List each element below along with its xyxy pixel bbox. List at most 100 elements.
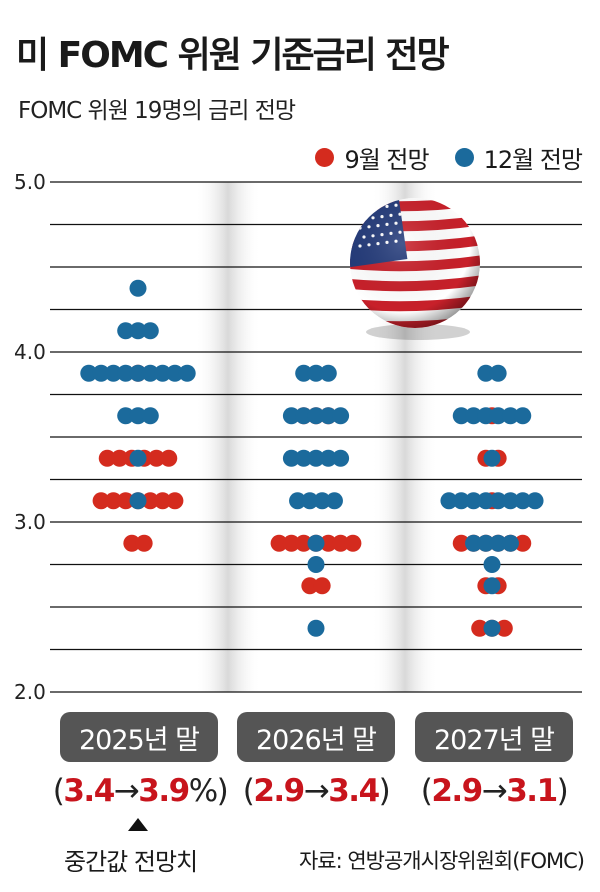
dot-plot: 5.0 4.0 3.0 2.0 (14, 170, 582, 700)
legend-dec-label: 12월 전망 (483, 146, 583, 174)
panel-label-2027: 2027년 말 (415, 712, 573, 762)
sept-projection-dot (270, 534, 288, 552)
source-credit: 자료: 연방공개시장위원회(FOMC) (298, 849, 585, 873)
arrow: → (303, 773, 330, 809)
dec-projection-dot (501, 492, 519, 510)
sept-projection-dot (332, 534, 350, 552)
dec-projection-dot (141, 364, 159, 382)
dec-projection-dot (465, 534, 483, 552)
dec-projection-dot (332, 449, 350, 467)
dec-projection-dot (117, 322, 135, 340)
panel-label-2026: 2026년 말 (237, 712, 395, 762)
sept-projection-dot (514, 534, 532, 552)
dec-projection-dot (477, 407, 495, 425)
sept-projection-dot (98, 449, 116, 467)
dec-projection-dot (129, 492, 147, 510)
dec-projection-dot (307, 449, 325, 467)
dec-projection-dot (313, 492, 331, 510)
y-tick-label: 5.0 (14, 170, 46, 194)
dec-projection-dot (141, 322, 159, 340)
dec-projection-dot (514, 407, 532, 425)
dec-projection-dot (489, 364, 507, 382)
dec-projection-dot (483, 619, 501, 637)
dec-projection-dot (514, 492, 532, 510)
sept-projection-dot (111, 449, 129, 467)
dot-markers (80, 279, 544, 637)
dec-projection-dot (483, 556, 501, 573)
median-note: 중간값 전망치 (64, 848, 198, 876)
paren-open: ( (420, 773, 433, 809)
dec-projection-dot (489, 492, 507, 510)
dec-projection-dot (104, 364, 122, 382)
sept-projection-dot (301, 577, 319, 595)
dec-projection-dot (282, 449, 300, 467)
dec-projection-dot (117, 407, 135, 425)
median-to: 3.1 (506, 773, 558, 809)
dec-projection-dot (483, 449, 501, 467)
dec-projection-dot (295, 364, 313, 382)
sept-projection-dot (471, 619, 489, 637)
gridlines (50, 181, 582, 693)
median-from: 2.9 (253, 773, 305, 809)
median-to: 3.4 (328, 773, 380, 809)
sept-projection-dot (319, 534, 337, 552)
dec-projection-dot (501, 407, 519, 425)
dec-projection-dot (332, 407, 350, 425)
dec-projection-dot (117, 364, 135, 382)
sept-projection-dot (147, 449, 165, 467)
dec-projection-dot (319, 449, 337, 467)
median-summary-2026: ( 2.9 → 3.4 ) (236, 771, 396, 811)
paren-close: ) (556, 773, 569, 809)
paren-open: ( (52, 773, 65, 809)
median-triangle-icon (128, 818, 148, 831)
dec-projection-dot (282, 407, 300, 425)
dec-projection-dot (477, 534, 495, 552)
dec-projection-dot (166, 364, 184, 382)
dec-projection-dot (489, 407, 507, 425)
legend-sept-label: 9월 전망 (344, 146, 429, 174)
dec-projection-dot (307, 534, 325, 552)
dec-projection-dot (452, 492, 470, 510)
sept-projection-dot (166, 492, 184, 510)
sept-projection-dot (104, 492, 122, 510)
dec-projection-dot (319, 364, 337, 382)
paren-open: ( (242, 773, 255, 809)
dec-projection-dot (129, 279, 147, 297)
dec-projection-dot (477, 492, 495, 510)
sept-projection-dot (123, 534, 141, 552)
sept-projection-dot (452, 534, 470, 552)
dec-projection-dot (141, 407, 159, 425)
legend-dec-swatch (454, 148, 474, 167)
dec-projection-dot (477, 364, 495, 382)
paren-close: ) (378, 773, 391, 809)
median-from: 3.4 (63, 773, 115, 809)
sept-projection-dot (344, 534, 362, 552)
legend-sept-swatch (315, 148, 335, 167)
us-flag-globe-icon (350, 198, 480, 340)
dec-projection-dot (129, 322, 147, 340)
sept-projection-dot (135, 534, 153, 552)
sept-projection-dot (295, 534, 313, 552)
dec-projection-dot (307, 364, 325, 382)
dec-projection-dot (301, 492, 319, 510)
chart-title: 미 FOMC 위원 기준금리 전망 (16, 35, 450, 76)
dec-projection-dot (319, 407, 337, 425)
dec-projection-dot (526, 492, 544, 510)
dec-projection-dot (483, 577, 501, 595)
unit: % (188, 773, 218, 809)
sept-projection-dot (117, 492, 135, 510)
sept-projection-dot (154, 492, 172, 510)
arrow: → (481, 773, 508, 809)
sept-projection-dot (160, 449, 178, 467)
sept-projection-dot (141, 492, 159, 510)
median-from: 2.9 (431, 773, 483, 809)
panel-label-2025: 2025년 말 (60, 712, 218, 762)
sept-projection-dot (92, 492, 110, 510)
dec-projection-dot (465, 492, 483, 510)
median-to: 3.9 (138, 773, 190, 809)
dec-projection-dot (80, 364, 98, 382)
median-summary-2025: ( 3.4 → 3.9 % ) (52, 771, 229, 811)
dec-projection-dot (465, 407, 483, 425)
y-tick-label: 2.0 (14, 680, 46, 700)
dec-projection-dot (154, 364, 172, 382)
